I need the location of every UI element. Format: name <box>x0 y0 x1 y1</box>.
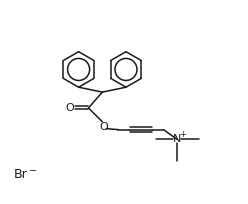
Text: +: + <box>179 130 186 139</box>
Text: O: O <box>65 103 74 113</box>
Text: O: O <box>99 122 108 132</box>
Text: Br: Br <box>14 169 27 182</box>
Text: N: N <box>173 134 182 144</box>
Text: −: − <box>29 166 37 176</box>
